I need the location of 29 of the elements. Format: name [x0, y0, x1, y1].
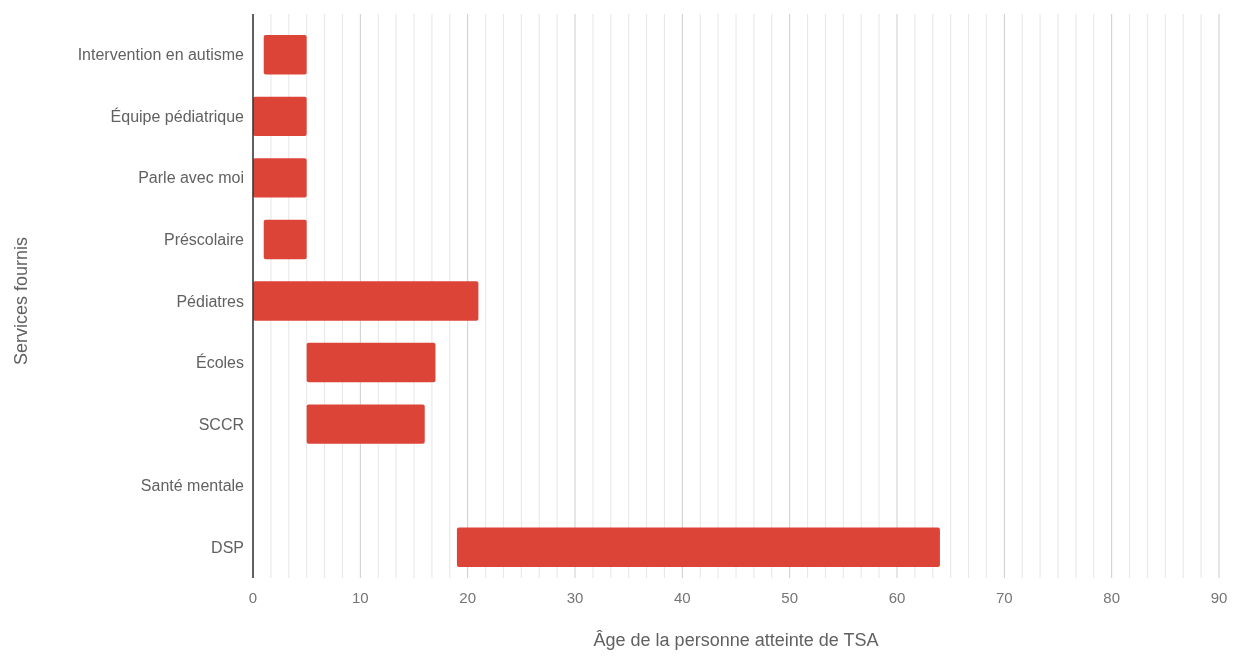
y-tick-label: Écoles: [195, 353, 244, 372]
bar: [253, 158, 307, 198]
x-tick-label: 60: [888, 589, 906, 606]
y-tick-label: Intervention en autisme: [77, 46, 245, 64]
y-tick-label: Pédiatres: [176, 292, 244, 310]
x-tick-label: 0: [248, 589, 258, 606]
bar: [456, 527, 940, 567]
y-axis-title: Services fournis: [11, 236, 31, 366]
y-tick-label: Santé mentale: [140, 477, 245, 495]
bar: [306, 404, 425, 444]
y-tick-label: SCCR: [198, 415, 244, 433]
x-tick-label: 50: [781, 589, 799, 606]
y-tick-label: Préscolaire: [163, 231, 245, 249]
x-tick-label: 10: [351, 589, 369, 606]
x-axis-title: Âge de la personne atteinte de TSA: [593, 630, 879, 650]
bar: [306, 342, 436, 383]
bar: [263, 35, 307, 75]
bar: [253, 96, 307, 137]
y-tick-label: Parle avec moi: [138, 169, 244, 187]
y-tick-label: Équipe pédiatrique: [110, 106, 245, 125]
x-tick-label: 40: [673, 589, 691, 606]
x-tick-label: 30: [566, 589, 584, 606]
x-tick-label: 80: [1103, 589, 1121, 606]
bar: [253, 281, 479, 321]
y-tick-label: DSP: [211, 538, 244, 556]
x-tick-label: 70: [995, 589, 1013, 606]
x-tick-label: 90: [1210, 589, 1228, 606]
x-tick-label: 20: [459, 589, 477, 606]
bar: [263, 219, 307, 260]
